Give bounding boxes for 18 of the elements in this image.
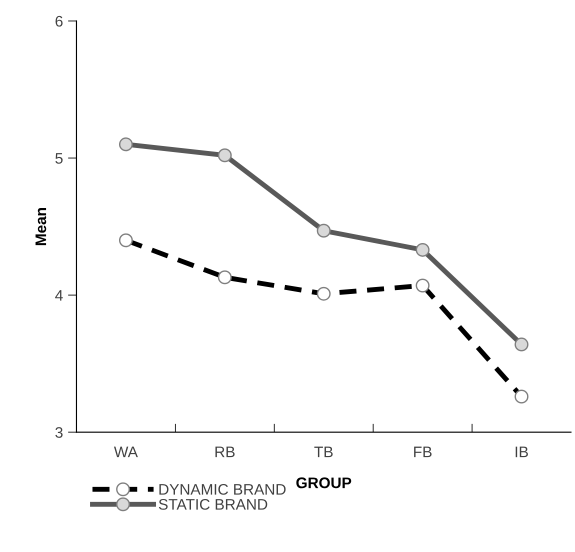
x-tick-label: TB: [314, 446, 333, 458]
y-tick-label: 4: [55, 290, 63, 301]
x-axis-title: GROUP: [296, 477, 352, 488]
x-tick-label: IB: [516, 446, 528, 458]
point: [416, 242, 430, 257]
y-axis-title: Mean: [36, 208, 46, 246]
legend-label: DYNAMIC BRAND: [159, 484, 286, 495]
point: [316, 224, 331, 238]
y-tick-label: 3: [55, 427, 63, 438]
x-tick-label: FB: [414, 446, 432, 458]
x-tick-label: RB: [215, 446, 235, 458]
y-tick-label: 5: [55, 153, 63, 164]
legend-label: STATIC BRAND: [158, 498, 268, 510]
y-tick-label: 6: [56, 16, 63, 27]
point: [118, 137, 133, 152]
point: [514, 338, 528, 352]
point: [218, 148, 232, 162]
x-tick-label: WA: [114, 446, 138, 458]
